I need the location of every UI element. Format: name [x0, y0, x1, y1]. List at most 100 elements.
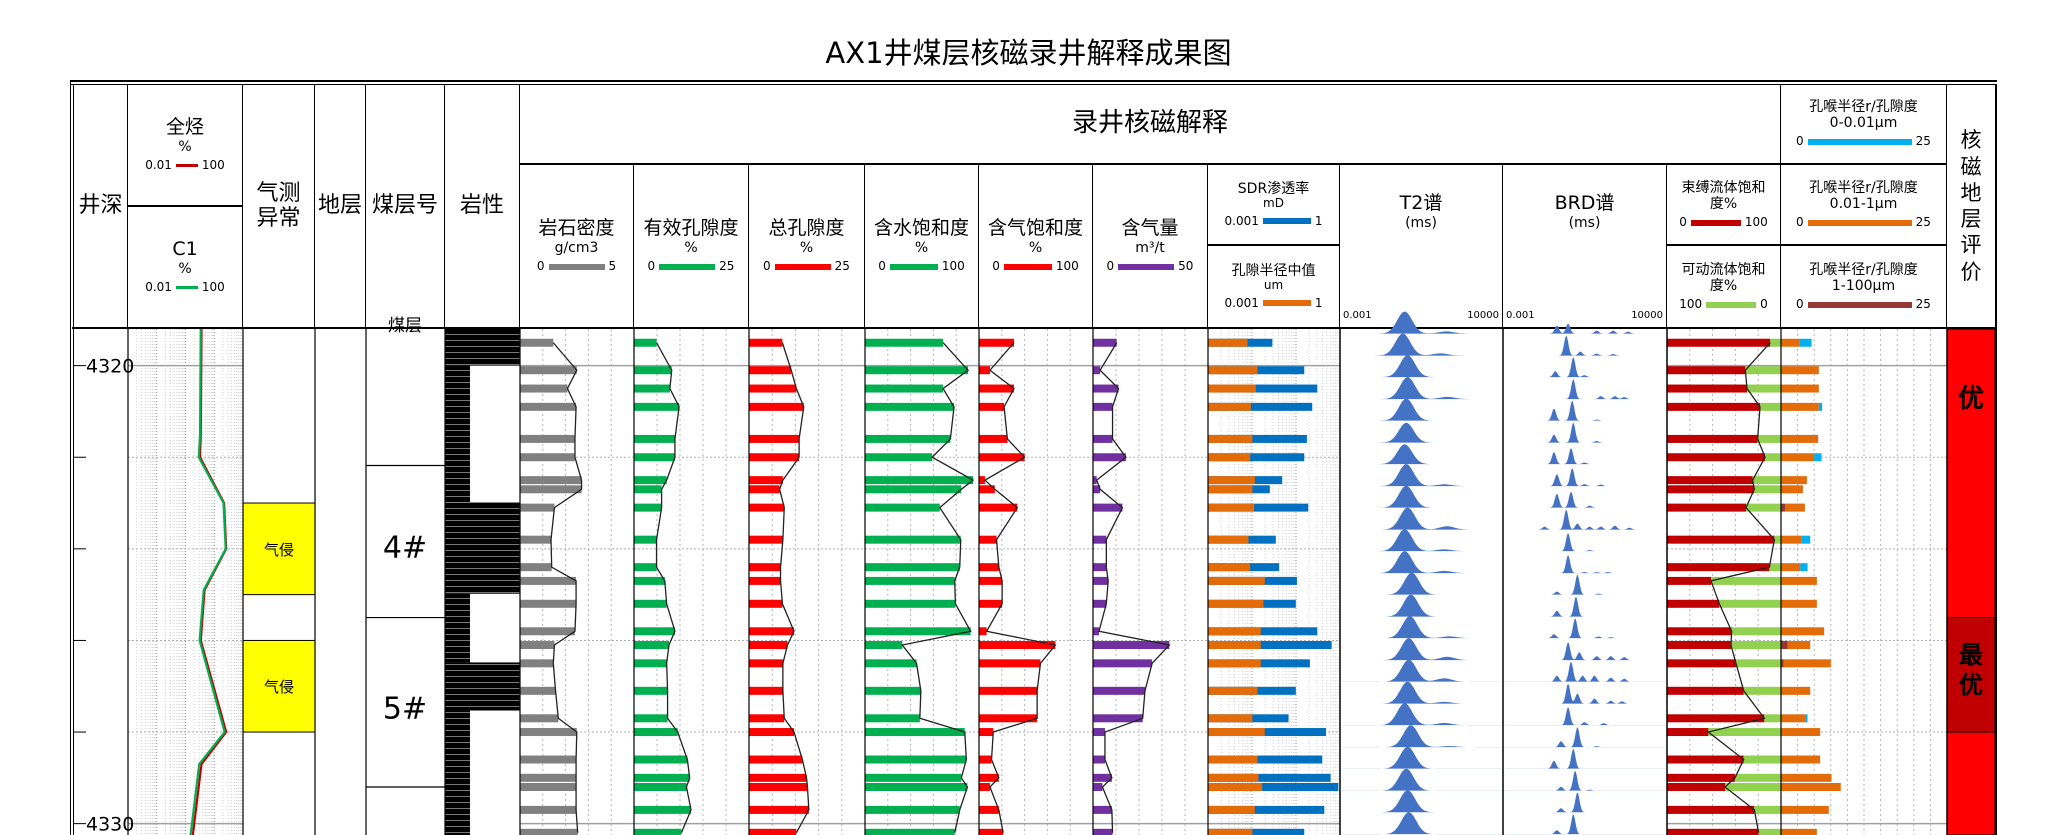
eff-porosity-bar — [634, 402, 680, 411]
bound-fluid-curve — [1706, 342, 1776, 833]
total-porosity-bar — [749, 686, 783, 695]
pore-throat-bar — [1781, 485, 1803, 494]
gas-content-bar — [1093, 773, 1112, 782]
header-label: 核磁地层评价 — [1960, 128, 1982, 284]
scale-min: 0 — [647, 259, 656, 274]
scale-min: 0.001 — [1224, 213, 1259, 228]
lithology-block — [445, 329, 520, 366]
pore-throat-bar — [1781, 714, 1806, 723]
density-bar — [520, 453, 575, 462]
density-bar — [520, 576, 577, 585]
gas-content-bar — [1093, 659, 1153, 668]
gas-sat-bar — [979, 576, 1003, 585]
scale-legend: 0 25 — [1796, 296, 1931, 312]
t2-spectrum — [1342, 638, 1501, 661]
scale-min: 0 — [536, 259, 545, 274]
density-bar — [520, 366, 577, 375]
header-water-sat: 含水饱和度 % 0 100 — [865, 165, 979, 328]
eff-porosity-bar — [634, 714, 668, 723]
scale-max: 25 — [1915, 214, 1931, 229]
brd-spectrum — [1505, 468, 1665, 487]
t2-spectrum — [1342, 377, 1501, 400]
density-bar — [520, 384, 568, 393]
legend-bar — [1807, 219, 1912, 226]
scale-min: 0 — [1796, 296, 1804, 311]
t2-spectrum — [1342, 398, 1501, 421]
header-bound-fluid: 束缚流体饱和度% 0 100 — [1667, 165, 1781, 246]
movable-fluid-bar — [1746, 503, 1781, 512]
gas-sat-bar — [979, 485, 995, 494]
total-porosity-bar — [749, 828, 797, 835]
water-sat-bar — [865, 659, 917, 668]
density-bar — [520, 659, 554, 668]
eff-porosity-bar — [634, 627, 675, 636]
total-porosity-bar — [749, 773, 807, 782]
scale-max: 100 — [201, 280, 225, 295]
movable-fluid-bar — [1708, 728, 1781, 737]
header-label: 有效孔隙度 — [643, 217, 739, 240]
pore-radius-bar — [1208, 641, 1261, 650]
pore-throat-bar — [1818, 402, 1823, 411]
gas-content-bar — [1093, 805, 1112, 814]
pore-throat-bar — [1800, 563, 1808, 572]
pore-throat-bar — [1781, 805, 1829, 814]
total-porosity-bar — [749, 476, 783, 485]
density-bar — [520, 503, 555, 512]
eff-porosity-bar — [634, 384, 670, 393]
sdr-bar — [1208, 828, 1305, 835]
scale-legend: 0 25 — [763, 259, 850, 274]
header-label: 含气量 — [1121, 217, 1179, 240]
pore-radius-bar — [1208, 535, 1249, 544]
total-porosity-bar — [749, 535, 783, 544]
brd-spectrum — [1505, 707, 1665, 726]
eff-porosity-bar — [634, 576, 665, 585]
density-bar — [520, 828, 578, 835]
brd-spectrum — [1505, 379, 1665, 400]
movable-fluid-bar — [1765, 453, 1781, 462]
total-porosity-bar — [749, 434, 800, 443]
total-porosity-bar — [749, 599, 783, 608]
pore-radius-bar — [1208, 728, 1265, 737]
pore-throat-bar — [1781, 641, 1788, 650]
bound-fluid-bar — [1667, 641, 1731, 650]
gas-sat-bar — [979, 728, 994, 737]
density-bar — [520, 402, 577, 411]
sdr-bar — [1208, 641, 1332, 650]
evaluation-block — [1946, 328, 1996, 619]
density-bar — [520, 338, 554, 347]
legend-bar — [548, 263, 605, 270]
total-porosity-bar — [749, 714, 785, 723]
gas-content-bar — [1093, 627, 1099, 636]
density-bar — [520, 783, 577, 791]
sdr-bar — [1208, 384, 1318, 393]
scale-min: 0.001 — [1506, 309, 1535, 321]
scale-legend: 100 0 — [1679, 297, 1768, 312]
water-sat-bar — [865, 563, 960, 572]
total-porosity-bar — [749, 503, 785, 512]
gas-content-bar — [1093, 755, 1105, 764]
legend-bar — [1690, 219, 1741, 226]
legend-bar — [1706, 301, 1757, 308]
seam-label: 5# — [383, 691, 427, 726]
header-unit: (ms) — [1405, 214, 1437, 231]
brd-spectrum — [1505, 642, 1665, 661]
gas-content-bar — [1093, 576, 1109, 585]
water-sat-bar — [865, 773, 962, 782]
gas-content-bar — [1093, 828, 1113, 835]
pore-radius-bar — [1208, 627, 1261, 636]
header-unit: % — [178, 138, 192, 155]
t2-spectrum — [1342, 659, 1501, 682]
bound-fluid-bar — [1667, 384, 1748, 393]
scale-legend: 0.001 10000 — [1343, 310, 1499, 322]
water-sat-bar — [865, 714, 920, 723]
movable-fluid-bar — [1754, 485, 1781, 494]
water-sat-bar — [865, 828, 955, 835]
water-sat-bar — [865, 503, 940, 512]
gas-sat-bar — [979, 783, 990, 791]
brd-spectrum — [1505, 792, 1665, 813]
gas-content-bar — [1093, 714, 1143, 723]
water-sat-bar — [865, 476, 974, 485]
t2-spectrum — [1342, 572, 1501, 595]
header-unit: (ms) — [1568, 214, 1601, 231]
scale-legend: 0 100 — [1679, 215, 1768, 230]
